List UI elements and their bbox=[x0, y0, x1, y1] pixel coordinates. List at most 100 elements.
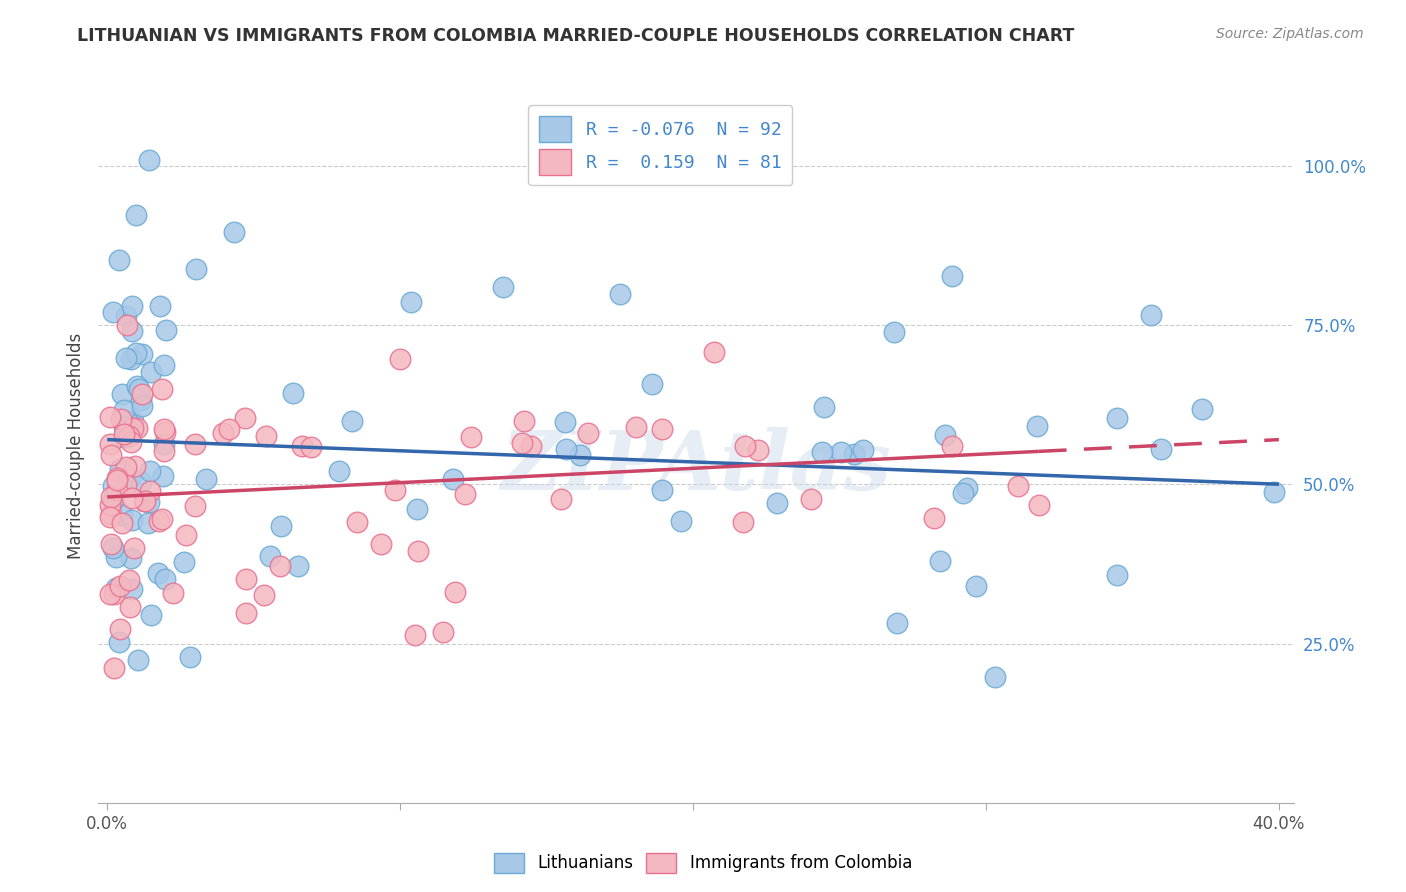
Lithuanians bbox=[328, 464, 350, 478]
Lithuanians bbox=[107, 253, 129, 268]
Lithuanians bbox=[934, 428, 956, 442]
Lithuanians bbox=[118, 416, 141, 430]
Lithuanians bbox=[956, 481, 979, 495]
Immigrants from Colombia bbox=[444, 584, 467, 599]
Lithuanians bbox=[121, 582, 143, 596]
Lithuanians bbox=[399, 295, 422, 310]
Lithuanians bbox=[554, 415, 576, 429]
Immigrants from Colombia bbox=[118, 573, 141, 587]
Lithuanians bbox=[928, 553, 950, 567]
Lithuanians bbox=[811, 445, 834, 459]
Immigrants from Colombia bbox=[98, 499, 121, 513]
Immigrants from Colombia bbox=[384, 483, 406, 497]
Lithuanians bbox=[131, 346, 153, 360]
Immigrants from Colombia bbox=[454, 487, 477, 501]
Immigrants from Colombia bbox=[941, 438, 963, 452]
Immigrants from Colombia bbox=[115, 478, 138, 492]
Immigrants from Colombia bbox=[111, 516, 134, 530]
Lithuanians bbox=[114, 309, 136, 323]
Immigrants from Colombia bbox=[105, 473, 128, 487]
Lithuanians bbox=[118, 469, 141, 483]
Legend: R = -0.076  N = 92, R =  0.159  N = 81: R = -0.076 N = 92, R = 0.159 N = 81 bbox=[527, 105, 793, 186]
Immigrants from Colombia bbox=[346, 516, 368, 530]
Immigrants from Colombia bbox=[134, 494, 156, 508]
Immigrants from Colombia bbox=[152, 512, 174, 526]
Lithuanians bbox=[149, 299, 172, 313]
Lithuanians bbox=[173, 555, 195, 569]
Immigrants from Colombia bbox=[370, 537, 392, 551]
Lithuanians bbox=[153, 358, 176, 372]
Immigrants from Colombia bbox=[112, 426, 135, 441]
Lithuanians bbox=[131, 399, 153, 413]
Lithuanians bbox=[965, 579, 987, 593]
Immigrants from Colombia bbox=[148, 514, 170, 528]
Lithuanians bbox=[112, 429, 135, 443]
Immigrants from Colombia bbox=[1007, 479, 1029, 493]
Lithuanians bbox=[152, 468, 174, 483]
Lithuanians bbox=[270, 518, 292, 533]
Lithuanians bbox=[1263, 485, 1285, 500]
Lithuanians bbox=[104, 581, 127, 595]
Lithuanians bbox=[128, 383, 150, 397]
Lithuanians bbox=[984, 670, 1007, 684]
Lithuanians bbox=[609, 287, 631, 301]
Immigrants from Colombia bbox=[120, 600, 142, 615]
Text: Source: ZipAtlas.com: Source: ZipAtlas.com bbox=[1216, 27, 1364, 41]
Lithuanians bbox=[222, 225, 245, 239]
Lithuanians bbox=[813, 400, 835, 414]
Immigrants from Colombia bbox=[624, 419, 647, 434]
Immigrants from Colombia bbox=[218, 422, 240, 436]
Immigrants from Colombia bbox=[124, 541, 146, 555]
Lithuanians bbox=[1025, 418, 1047, 433]
Immigrants from Colombia bbox=[153, 425, 176, 439]
Immigrants from Colombia bbox=[388, 351, 411, 366]
Lithuanians bbox=[112, 420, 135, 434]
Immigrants from Colombia bbox=[731, 516, 754, 530]
Immigrants from Colombia bbox=[176, 528, 198, 542]
Immigrants from Colombia bbox=[98, 409, 121, 424]
Lithuanians bbox=[1191, 402, 1213, 417]
Immigrants from Colombia bbox=[152, 421, 174, 435]
Lithuanians bbox=[108, 462, 131, 476]
Immigrants from Colombia bbox=[103, 661, 125, 675]
Lithuanians bbox=[139, 608, 162, 623]
Immigrants from Colombia bbox=[122, 420, 145, 434]
Lithuanians bbox=[492, 280, 515, 294]
Immigrants from Colombia bbox=[150, 382, 173, 396]
Immigrants from Colombia bbox=[254, 429, 277, 443]
Lithuanians bbox=[125, 345, 148, 359]
Lithuanians bbox=[155, 323, 177, 337]
Lithuanians bbox=[259, 549, 281, 564]
Lithuanians bbox=[844, 447, 866, 461]
Lithuanians bbox=[1105, 568, 1128, 582]
Immigrants from Colombia bbox=[108, 579, 131, 593]
Lithuanians bbox=[136, 516, 159, 530]
Lithuanians bbox=[766, 496, 789, 510]
Lithuanians bbox=[569, 449, 592, 463]
Immigrants from Colombia bbox=[124, 458, 146, 473]
Immigrants from Colombia bbox=[138, 484, 160, 499]
Immigrants from Colombia bbox=[98, 587, 121, 601]
Lithuanians bbox=[141, 365, 163, 379]
Immigrants from Colombia bbox=[212, 425, 235, 440]
Immigrants from Colombia bbox=[651, 422, 673, 436]
Immigrants from Colombia bbox=[432, 624, 454, 639]
Lithuanians bbox=[105, 550, 128, 565]
Lithuanians bbox=[146, 566, 169, 580]
Immigrants from Colombia bbox=[98, 437, 121, 451]
Immigrants from Colombia bbox=[233, 411, 256, 425]
Lithuanians bbox=[651, 483, 673, 498]
Immigrants from Colombia bbox=[120, 435, 142, 450]
Lithuanians bbox=[101, 541, 124, 555]
Immigrants from Colombia bbox=[100, 490, 122, 504]
Lithuanians bbox=[139, 464, 162, 478]
Lithuanians bbox=[852, 443, 875, 458]
Immigrants from Colombia bbox=[115, 318, 138, 332]
Immigrants from Colombia bbox=[510, 436, 533, 450]
Lithuanians bbox=[1107, 410, 1129, 425]
Y-axis label: Married-couple Households: Married-couple Households bbox=[66, 333, 84, 559]
Lithuanians bbox=[101, 305, 124, 319]
Immigrants from Colombia bbox=[98, 509, 121, 524]
Immigrants from Colombia bbox=[100, 448, 122, 462]
Immigrants from Colombia bbox=[576, 426, 599, 441]
